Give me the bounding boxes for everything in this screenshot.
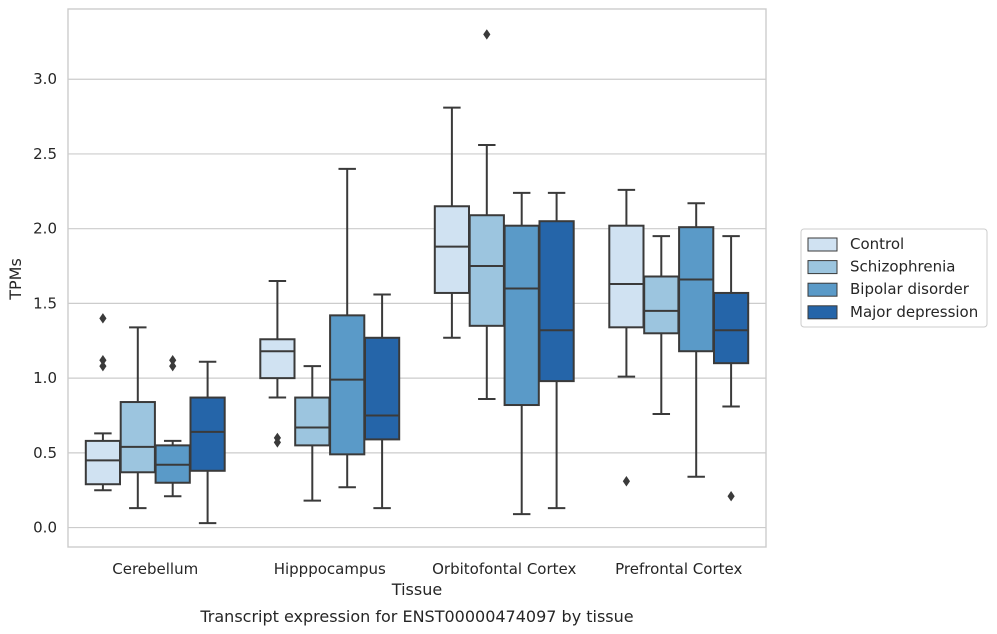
outlier-point [99, 354, 107, 366]
legend-swatch [807, 305, 838, 320]
boxes [84, 29, 750, 525]
outlier-point [483, 29, 491, 40]
box-group [119, 326, 156, 510]
box-group [259, 279, 296, 448]
chart-caption: Transcript expression for ENST0000047409… [199, 607, 633, 626]
x-tick-label: Hipppocampus [274, 560, 386, 578]
box-iqr [643, 275, 680, 335]
box-iqr [608, 224, 645, 329]
legend: Control Schizophrenia Bipolar disorder Majo… [800, 228, 988, 328]
legend-frame [800, 228, 988, 328]
legend-label: Major depression [850, 303, 978, 321]
y-tick-label: 1.0 [33, 369, 57, 387]
legend-swatch [807, 237, 838, 252]
outlier-point [169, 354, 177, 366]
outlier-point [99, 313, 107, 324]
y-tick-label: 0.5 [33, 444, 57, 462]
box-group [329, 167, 366, 489]
box-iqr [119, 401, 156, 474]
box-iqr [678, 226, 715, 353]
y-tick-label: 0.0 [33, 519, 57, 537]
y-tick-label: 2.0 [33, 220, 57, 238]
box-group [712, 235, 750, 502]
box-group [643, 235, 680, 415]
x-axis-label: Tissue [391, 580, 442, 599]
y-tick-label: 2.5 [33, 145, 57, 163]
box-group [608, 188, 645, 487]
box-iqr [189, 396, 226, 472]
box-group [154, 354, 191, 498]
box-iqr [329, 314, 366, 456]
y-tick-label: 1.5 [33, 294, 57, 312]
x-tick-label: Cerebellum [112, 560, 198, 578]
box-iqr [294, 396, 331, 447]
legend-label: Bipolar disorder [850, 280, 970, 298]
x-tick-label: Prefrontal Cortex [615, 560, 742, 578]
box-iqr [503, 224, 540, 407]
box-group [503, 191, 540, 516]
box-iqr [363, 336, 401, 441]
legend-label: Schizophrenia [850, 258, 955, 276]
box-group [84, 432, 122, 492]
box-iqr [84, 439, 122, 486]
box-group [468, 29, 505, 401]
box-group [433, 106, 471, 339]
x-tick-label: Orbitofontal Cortex [432, 560, 576, 578]
box-group [678, 202, 715, 478]
outlier-point [169, 360, 177, 372]
legend-swatch [807, 282, 838, 297]
outlier-point [99, 360, 107, 372]
legend-label: Control [850, 235, 904, 253]
box-group [294, 365, 331, 502]
box-group [189, 360, 226, 525]
box-iqr [712, 291, 750, 365]
box-group [538, 191, 575, 510]
legend-swatch [807, 260, 838, 275]
y-tick-label: 3.0 [33, 70, 57, 88]
outlier-point [727, 490, 735, 502]
box-iqr [259, 338, 296, 380]
outlier-point [273, 432, 281, 444]
box-iqr [468, 214, 505, 327]
x-tick-labels: Cerebellum Hipppocampus Orbitofontal Corte… [112, 560, 742, 578]
box-group [363, 293, 401, 510]
box-iqr [433, 205, 471, 294]
outlier-point [622, 476, 630, 487]
y-tick-labels: 0.0 0.5 1.0 1.5 2.0 2.5 3.0 [33, 70, 57, 536]
box-iqr [538, 220, 575, 383]
y-axis-label: TPMs [6, 258, 25, 301]
plot-frame [67, 8, 767, 548]
